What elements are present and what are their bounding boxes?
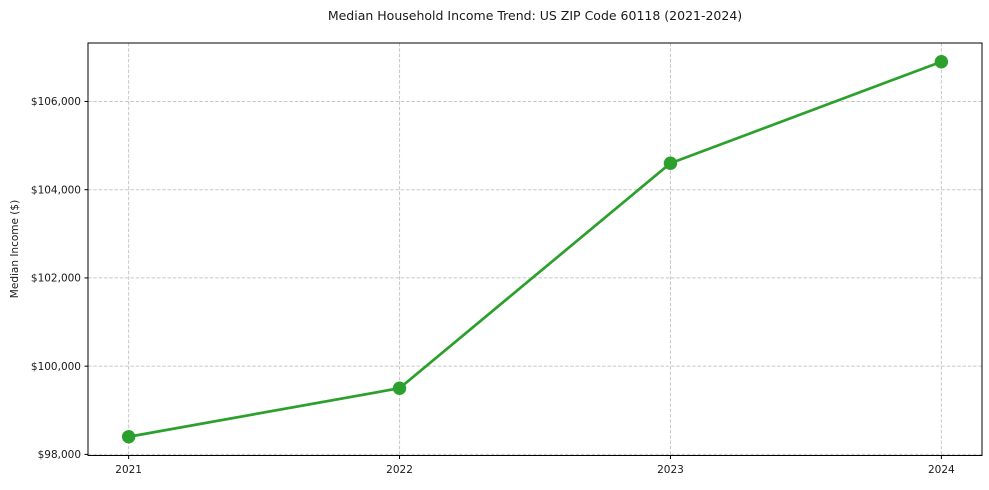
chart-title: Median Household Income Trend: US ZIP Co… bbox=[327, 8, 743, 23]
data-point-marker bbox=[663, 156, 678, 170]
x-tick-label: 2021 bbox=[115, 464, 142, 476]
x-tick-label: 2024 bbox=[928, 464, 955, 476]
data-point-marker bbox=[121, 430, 136, 444]
data-point-marker bbox=[934, 55, 949, 69]
x-tick-label: 2023 bbox=[657, 464, 684, 476]
y-tick-label: $100,000 bbox=[31, 361, 81, 373]
x-tick-label: 2022 bbox=[386, 464, 413, 476]
y-tick-label: $104,000 bbox=[31, 184, 81, 196]
y-tick-label: $106,000 bbox=[31, 96, 81, 108]
trend-line bbox=[127, 60, 943, 439]
y-tick-label: $98,000 bbox=[38, 449, 81, 461]
plot-border bbox=[87, 42, 983, 456]
data-point-marker bbox=[392, 381, 407, 395]
y-tick-label: $102,000 bbox=[31, 273, 81, 285]
